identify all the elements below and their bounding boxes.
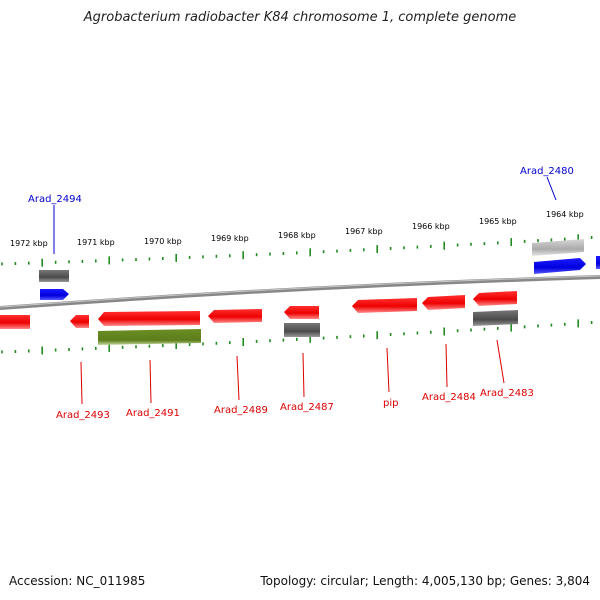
gene-forward-edge[interactable] xyxy=(596,256,600,269)
gene-arad-2483[interactable] xyxy=(473,291,517,306)
leader-arad-2487 xyxy=(302,352,305,398)
gene-arad-2491-green-feature[interactable] xyxy=(98,329,201,345)
scale-label-1968: 1968 kbp xyxy=(278,231,316,240)
scale-label-1966: 1966 kbp xyxy=(412,222,450,231)
leader-arad-2483 xyxy=(496,339,505,384)
gene-reverse-edge[interactable] xyxy=(0,315,30,329)
reverse-strand-features xyxy=(0,291,518,345)
map-title: Agrobacterium radiobacter K84 chromosome… xyxy=(83,10,517,25)
chromosome-backbone-highlight xyxy=(0,275,600,308)
leader-arad-2484 xyxy=(445,343,448,388)
leader-arad-2480 xyxy=(546,176,557,201)
feature-gray-near-arad-2480[interactable] xyxy=(532,239,584,256)
rna-feature-near-arad-2487[interactable] xyxy=(284,323,320,337)
label-arad-2483[interactable]: Arad_2483 xyxy=(480,388,534,399)
gene-arad-2487[interactable] xyxy=(284,306,319,319)
scale-label-1964: 1964 kbp xyxy=(546,210,584,219)
gene-arad-2494[interactable] xyxy=(40,289,69,300)
gene-labels: Arad_2494 Arad_2480 Arad_2493 Arad_2491 … xyxy=(28,166,574,421)
leader-arad-2489 xyxy=(236,355,240,401)
label-arad-2494[interactable]: Arad_2494 xyxy=(28,194,82,205)
rna-feature-near-arad-2494[interactable] xyxy=(39,270,69,282)
label-arad-2484[interactable]: Arad_2484 xyxy=(422,392,476,403)
gene-arad-2489[interactable] xyxy=(208,309,262,323)
label-arad-2491[interactable]: Arad_2491 xyxy=(126,408,180,419)
scale-label-1965: 1965 kbp xyxy=(479,217,517,226)
gene-arad-2493[interactable] xyxy=(70,315,89,328)
label-pip[interactable]: pip xyxy=(383,398,398,409)
label-arad-2493[interactable]: Arad_2493 xyxy=(56,410,110,421)
chromosome-backbone xyxy=(0,275,600,310)
gene-arad-2491[interactable] xyxy=(98,311,200,326)
scale-label-1971: 1971 kbp xyxy=(77,238,115,247)
gene-pip[interactable] xyxy=(352,298,417,313)
scale-label-1969: 1969 kbp xyxy=(211,234,249,243)
accession-text: Accession: NC_011985 xyxy=(9,574,146,588)
forward-strand-features xyxy=(39,239,600,300)
scale-label-1970: 1970 kbp xyxy=(144,237,182,246)
label-leader-lines xyxy=(53,176,557,405)
gene-arad-2480[interactable] xyxy=(534,258,586,274)
label-arad-2480[interactable]: Arad_2480 xyxy=(520,166,574,177)
leader-pip xyxy=(386,347,390,393)
genome-summary-text: Topology: circular; Length: 4,005,130 bp… xyxy=(260,574,590,588)
scale-label-1967: 1967 kbp xyxy=(345,227,383,236)
scale-ticks-inner xyxy=(1,319,593,355)
gene-arad-2484[interactable] xyxy=(422,295,465,310)
leader-arad-2493 xyxy=(80,361,83,405)
rna-feature-near-arad-2483[interactable] xyxy=(473,310,518,326)
label-arad-2487[interactable]: Arad_2487 xyxy=(280,402,334,413)
scale-labels: 1972 kbp 1971 kbp 1970 kbp 1969 kbp 1968… xyxy=(10,210,584,248)
label-arad-2489[interactable]: Arad_2489 xyxy=(214,405,268,416)
scale-ticks-outer xyxy=(1,234,593,267)
scale-label-1972: 1972 kbp xyxy=(10,239,48,248)
leader-arad-2491 xyxy=(149,359,152,404)
